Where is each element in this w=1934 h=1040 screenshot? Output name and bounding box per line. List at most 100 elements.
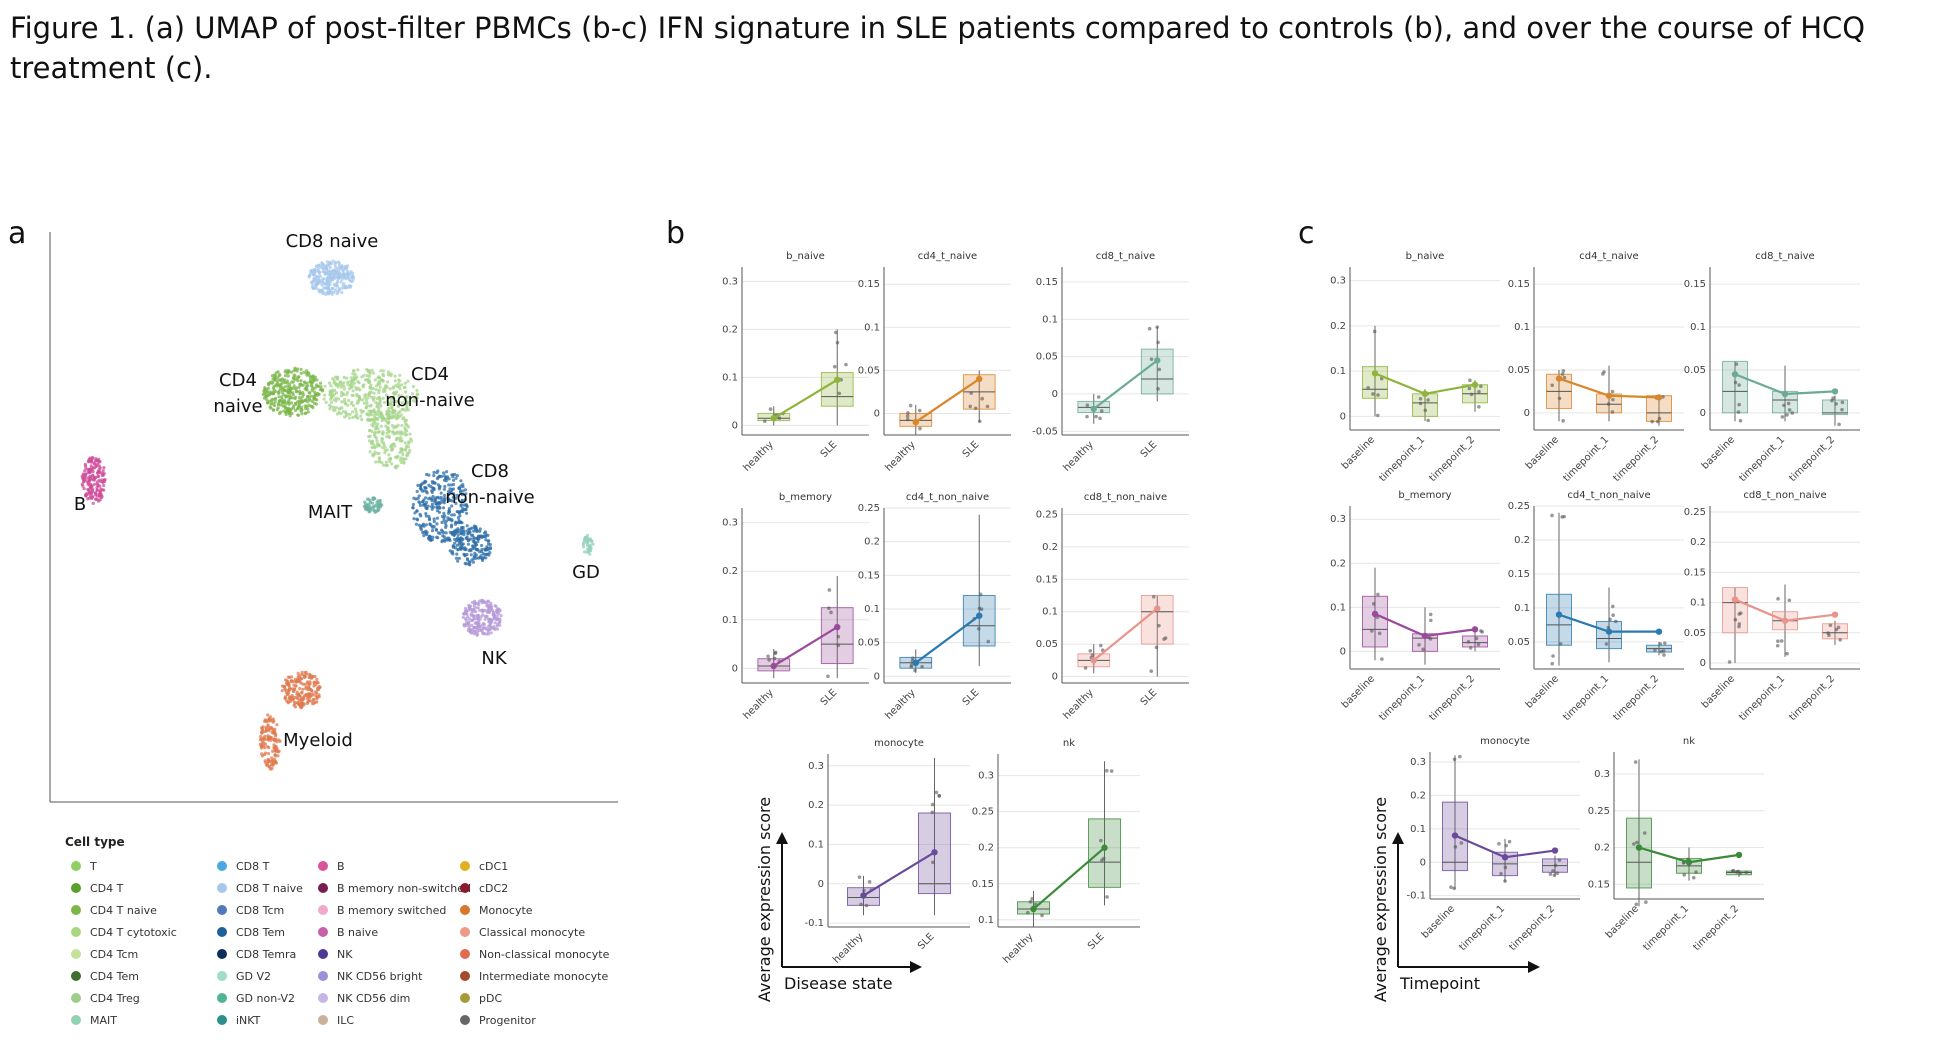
- umap-cell-point: [390, 423, 394, 428]
- umap-cell-point: [491, 626, 495, 630]
- data-point: [1608, 617, 1612, 622]
- data-point: [1477, 389, 1481, 394]
- umap-cell-point: [265, 398, 269, 402]
- y-tick-label: 0.2: [1594, 843, 1610, 854]
- umap-cell-point: [411, 384, 415, 389]
- data-point: [1601, 372, 1605, 376]
- umap-cell-point: [372, 452, 376, 456]
- umap-cell-point: [403, 385, 407, 389]
- umap-cell-point: [372, 391, 376, 395]
- umap-cell-point: [309, 394, 313, 398]
- umap-cell-point: [387, 453, 391, 457]
- umap-cell-point: [312, 697, 316, 701]
- y-tick-label: 0: [1700, 658, 1706, 669]
- umap-cell-point: [340, 290, 344, 295]
- umap-cell-point: [301, 687, 305, 691]
- data-point: [1426, 418, 1430, 423]
- umap-cell-point: [384, 424, 388, 428]
- umap-cell-point: [464, 611, 468, 615]
- umap-cell-point: [383, 448, 387, 452]
- data-point: [768, 407, 773, 411]
- umap-cell-point: [298, 702, 302, 706]
- umap-cell-point: [86, 482, 90, 486]
- data-point: [1098, 416, 1102, 421]
- data-point: [1776, 597, 1780, 601]
- data-point: [1840, 400, 1845, 405]
- data-point: [1479, 629, 1483, 633]
- umap-cell-point: [473, 617, 477, 621]
- umap-cell-point: [367, 497, 371, 501]
- legend-swatch: [217, 971, 227, 981]
- umap-cell-point: [300, 412, 304, 416]
- mean-point: [770, 662, 777, 670]
- umap-cell-point: [333, 408, 337, 412]
- y-tick-label: 0.15: [1508, 569, 1530, 580]
- data-point: [1560, 372, 1565, 376]
- umap-cell-point: [393, 424, 397, 428]
- legend-swatch: [217, 905, 227, 915]
- umap-cell-point: [314, 690, 318, 694]
- umap-cell-point: [98, 489, 102, 494]
- umap-cell-point: [399, 460, 403, 464]
- umap-cell-point: [426, 504, 430, 508]
- umap-cell-point: [274, 396, 278, 400]
- umap-cell-point: [348, 387, 352, 391]
- data-point: [930, 802, 935, 807]
- umap-cell-point: [91, 501, 95, 505]
- umap-cell-point: [311, 399, 315, 404]
- umap-cell-point: [458, 545, 463, 549]
- umap-cell-point: [309, 281, 314, 285]
- subplot-title: nk: [1063, 738, 1075, 749]
- umap-cell-point: [431, 494, 435, 499]
- umap-cell-point: [457, 528, 461, 533]
- data-point: [1423, 408, 1428, 413]
- data-point: [1550, 661, 1555, 666]
- umap-cell-point: [363, 393, 367, 397]
- umap-cell-point: [386, 400, 390, 404]
- umap-cell-point: [422, 534, 426, 538]
- umap-cell-point: [294, 402, 298, 406]
- mean-point: [1831, 611, 1839, 618]
- data-point: [1663, 641, 1667, 645]
- umap-cell-point: [348, 412, 352, 416]
- umap-cell-point: [334, 381, 338, 386]
- umap-cell-point: [88, 478, 92, 482]
- umap-cluster-label: MAIT: [308, 502, 353, 523]
- umap-cell-point: [379, 404, 383, 408]
- umap-cell-point: [359, 414, 363, 418]
- y-tick-label: 0.3: [1410, 757, 1426, 768]
- umap-cell-point: [303, 381, 307, 385]
- data-point: [1417, 643, 1421, 647]
- mean-point: [1371, 370, 1379, 377]
- data-point: [1088, 649, 1093, 653]
- umap-cell-point: [584, 536, 588, 540]
- data-point: [1610, 410, 1615, 414]
- umap-cell-point: [314, 274, 318, 279]
- legend-swatch: [217, 949, 227, 959]
- umap-cell-point: [339, 385, 343, 389]
- umap-cell-point: [399, 436, 403, 440]
- umap-cell-point: [372, 433, 377, 437]
- umap-cell-point: [385, 435, 389, 439]
- umap-cell-point: [340, 277, 344, 281]
- umap-cell-point: [369, 383, 373, 387]
- umap-cell-point: [386, 380, 390, 384]
- umap-cell-point: [389, 374, 393, 378]
- umap-cell-point: [291, 376, 295, 380]
- umap-cell-point: [293, 408, 298, 412]
- mean-point: [1605, 392, 1613, 399]
- umap-cell-point: [488, 617, 492, 622]
- umap-cell-point: [322, 291, 326, 295]
- data-point: [1476, 642, 1481, 647]
- panel-b-subplot-cd4_t_non_naive: 0 0.05 0.1 0.15 0.2 0.25 cd4_t_non_naivehealth…: [858, 492, 1011, 722]
- umap-cell-point: [272, 743, 276, 747]
- umap-cell-point: [293, 366, 297, 370]
- umap-cell-point: [334, 399, 338, 403]
- y-tick-label: 0.1: [1690, 598, 1706, 609]
- y-tick-label: 0.2: [1410, 790, 1426, 801]
- mean-point: [1831, 388, 1839, 395]
- umap-cell-point: [372, 418, 376, 422]
- umap-cell-point: [378, 499, 382, 503]
